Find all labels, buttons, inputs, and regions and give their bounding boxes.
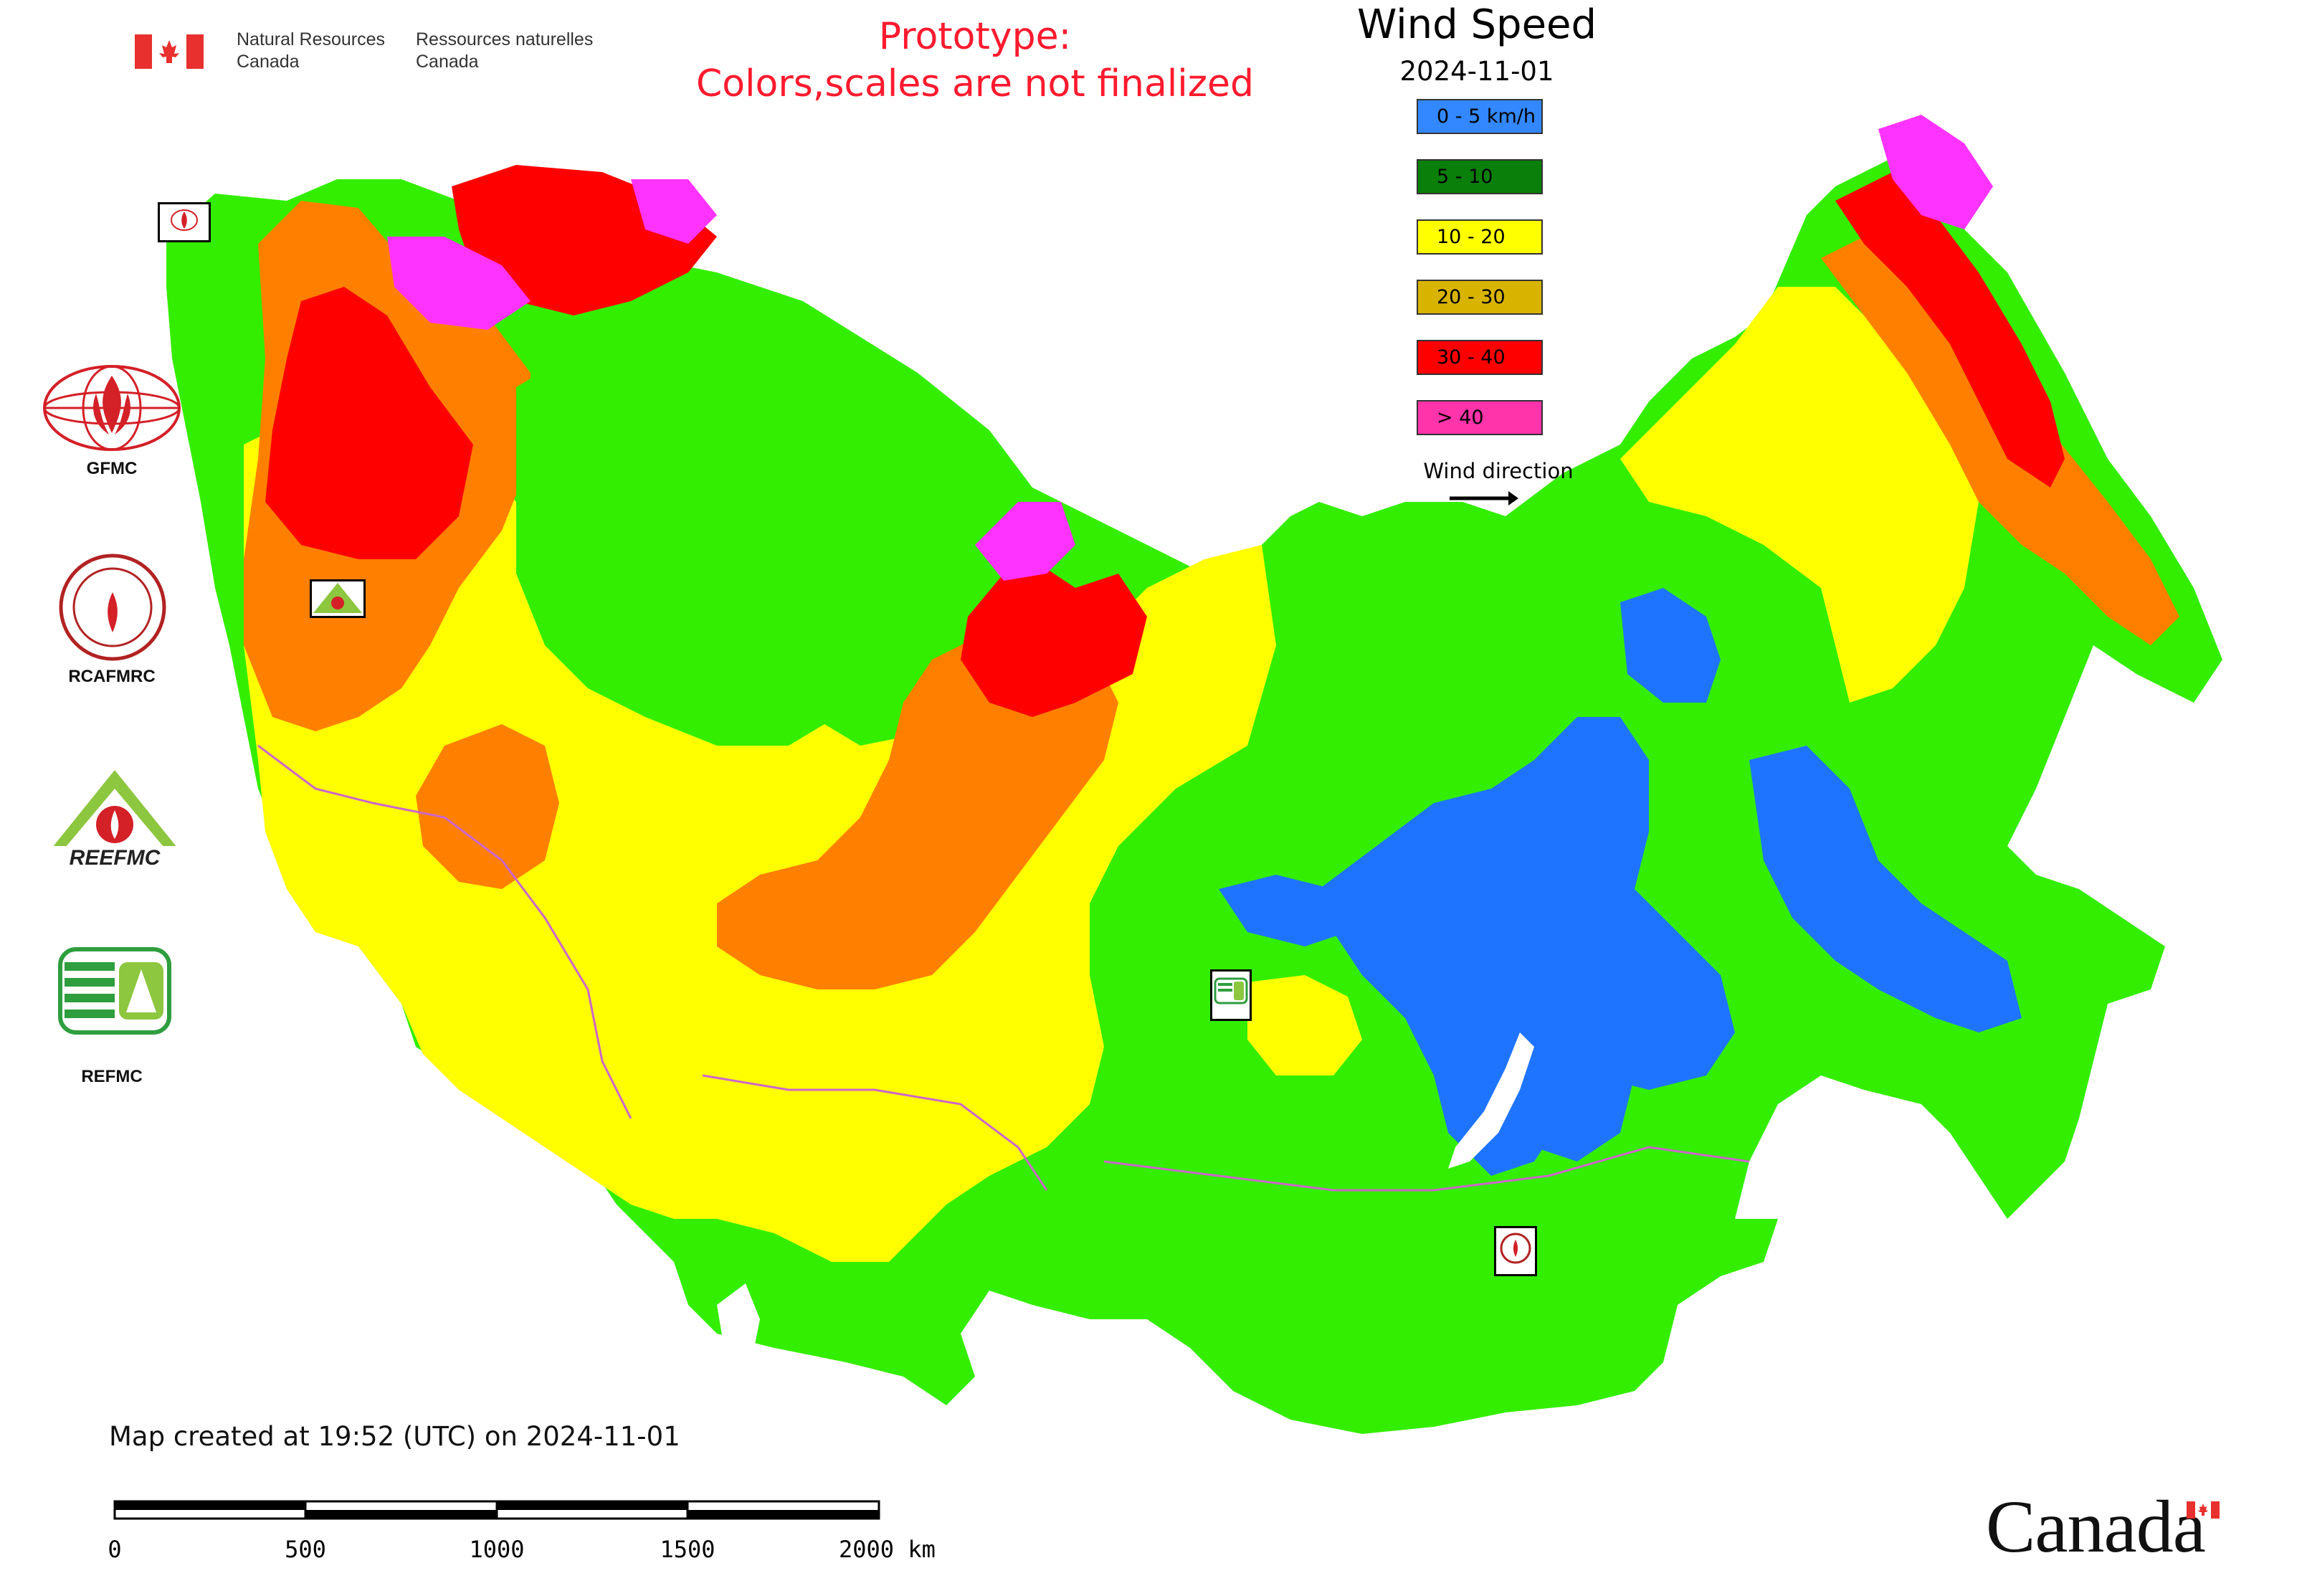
canada-wordmark: Canada (1986, 1486, 2206, 1568)
refmc-label: REFMC (81, 1067, 143, 1086)
legend-class-2: 10 - 20 (1417, 219, 1543, 255)
map-zone-orange-center (416, 724, 559, 889)
gfmc-marker-icon (171, 209, 198, 231)
agency-en-line-2: Canada (237, 52, 300, 72)
map-zone-calm-west (1219, 875, 1348, 946)
prototype-line-1: Prototype: (878, 15, 1072, 58)
wind-direction-label: Wind direction (1423, 459, 1574, 483)
scale-tick-1500: 1500 (660, 1536, 715, 1563)
rcafmrc-station-marker[interactable] (1494, 1226, 1537, 1276)
map-zone-calm-south (1520, 1025, 1635, 1162)
refmc-marker-icon (1214, 977, 1248, 1004)
gfmc-label: GFMC (86, 459, 138, 478)
agency-name-english: Natural Resources Canada (237, 29, 409, 73)
map-zone-magenta-yamal (975, 502, 1075, 581)
agency-name-french: Ressources naturelles Canada (416, 29, 617, 73)
reefmc-wordmark: REEFMC (69, 846, 161, 870)
legend-class-4: 30 - 40 (1417, 340, 1543, 375)
map-zone-magenta-kola (387, 237, 531, 330)
agency-en-line-1: Natural Resources (237, 29, 386, 49)
reefmc-station-marker[interactable] (310, 579, 366, 618)
refmc-station-marker[interactable] (1210, 969, 1252, 1021)
reefmc-logo-icon (43, 770, 186, 863)
map-zone-yellow-pocket (1247, 975, 1362, 1075)
map-zone-red-yamal (961, 559, 1147, 717)
scale-tick-1000: 1000 (469, 1536, 525, 1563)
map-zone-green-nw-russia (516, 315, 903, 746)
legend-class-5: > 40 (1417, 400, 1543, 435)
caspian-sea (717, 1283, 760, 1355)
map-zone-red-far-east (1835, 172, 2065, 488)
prototype-notice: Prototype: Colors,scales are not finaliz… (631, 13, 1319, 108)
wordmark-flag-icon (2187, 1501, 2220, 1519)
rcafmrc-marker-icon (1500, 1232, 1531, 1264)
map-zone-magenta-far-east (1878, 115, 1993, 229)
scale-bar: 0 500 1000 1500 2000 km (108, 1498, 1111, 1577)
gfmc-station-marker[interactable] (158, 202, 211, 242)
map-created-timestamp: Map created at 19:52 (UTC) on 2024-11-01 (109, 1421, 680, 1452)
scale-bar-graphic (113, 1500, 880, 1520)
reefmc-marker-icon (313, 583, 362, 613)
refmc-logo-icon (58, 947, 171, 1035)
wind-direction-arrow-icon (1450, 491, 1518, 505)
scale-tick-2000: 2000 km (839, 1536, 936, 1563)
map-zone-calm-north (1620, 588, 1721, 703)
canada-flag-icon (135, 34, 204, 69)
legend-date: 2024-11-01 (1399, 56, 1554, 87)
agency-fr-line-1: Ressources naturelles (416, 29, 594, 49)
borders (257, 744, 1750, 1192)
legend-title: Wind Speed (1356, 1, 1597, 48)
legend-class-1: 5 - 10 (1417, 159, 1543, 194)
scale-tick-0: 0 (108, 1536, 122, 1563)
map-zone-calm-central (1319, 717, 1735, 1176)
legend-class-3: 20 - 30 (1417, 280, 1543, 315)
map-zone-calm-east (1749, 746, 2022, 1032)
agency-fr-line-2: Canada (416, 52, 479, 72)
legend-class-0: 0 - 5 km/h (1417, 99, 1543, 134)
rcafmrc-label: RCAFMRC (68, 667, 156, 686)
map-zone-yellow-far-east (1620, 287, 1979, 703)
map-zone-red-nw (265, 287, 473, 559)
lake-baikal (1448, 1032, 1534, 1169)
map-zone-yellow-west (244, 402, 1276, 1262)
scale-tick-500: 500 (285, 1536, 326, 1563)
gfmc-logo-icon (43, 365, 181, 451)
map-zone-magenta-kola-east (631, 179, 717, 244)
rcafmrc-logo-icon (59, 554, 166, 661)
prototype-line-2: Colors,scales are not finalized (695, 62, 1255, 105)
